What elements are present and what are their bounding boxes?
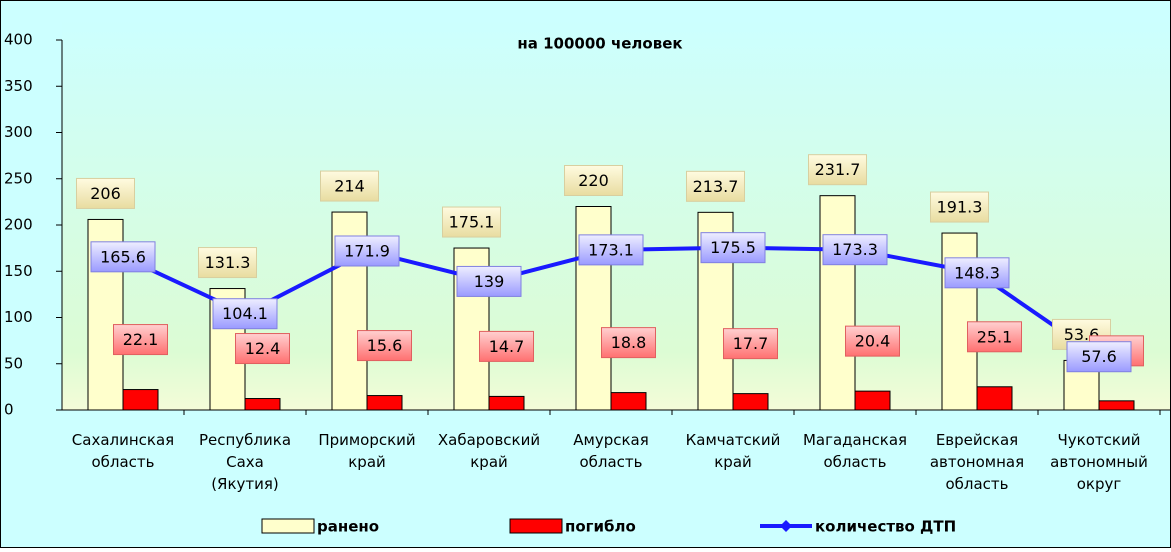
data-label: 148.3: [954, 263, 1000, 282]
label-box: [198, 247, 257, 279]
x-tick-label: Сахалинская область: [72, 431, 174, 471]
y-tick-label: 0: [4, 401, 14, 419]
x-tick-label: Чукотский автономный округ: [1050, 431, 1148, 493]
y-tick-label: 100: [4, 308, 33, 326]
data-label: 165.6: [100, 247, 146, 266]
x-tick-label: Республика Саха (Якутия): [199, 431, 291, 493]
data-label: 206: [90, 184, 121, 203]
y-tick-label: 350: [4, 77, 33, 95]
data-label: 15.6: [367, 336, 403, 355]
bar: [1098, 400, 1135, 411]
x-tick-label: Магаданская область: [803, 431, 907, 471]
data-label: 12.4: [245, 339, 281, 358]
x-tick-label: Еврейская автономная область: [930, 431, 1024, 493]
label-box: [944, 257, 1010, 289]
x-tick-label: Камчатский край: [686, 431, 781, 471]
label-box: [235, 333, 290, 365]
x-tick-label: Амурская область: [573, 431, 649, 471]
bar: [244, 398, 281, 411]
data-label: 139: [474, 272, 505, 291]
data-label: 220: [578, 171, 609, 190]
label-box: [808, 154, 867, 186]
y-tick-label: 50: [4, 354, 23, 372]
label-box: [334, 235, 400, 267]
label-box: [113, 324, 168, 356]
bar: [976, 386, 1013, 411]
label-box: [1066, 341, 1132, 373]
bar: [488, 395, 525, 411]
data-label: 104.1: [222, 304, 268, 323]
data-label: 214: [334, 177, 365, 196]
data-label: 20.4: [855, 332, 891, 351]
legend-label: количество ДТП: [815, 518, 956, 536]
label-box: [357, 330, 412, 362]
label-box: [845, 325, 900, 357]
label-box: [320, 170, 379, 202]
label-box: [700, 232, 766, 264]
legend-marker: [780, 520, 792, 532]
label-box: [723, 328, 778, 360]
data-label: 171.9: [344, 241, 390, 260]
legend-swatch: [261, 518, 315, 534]
label-box: [456, 265, 522, 297]
bar: [610, 392, 647, 411]
data-label: 191.3: [937, 198, 983, 217]
data-label: 173.3: [832, 240, 878, 259]
data-label: 175.1: [449, 213, 495, 232]
chart-title: на 100000 человек: [517, 35, 682, 53]
bar: [122, 389, 159, 411]
y-tick-label: 400: [4, 31, 33, 49]
label-box: [601, 327, 656, 359]
y-tick-label: 300: [4, 123, 33, 141]
label-box: [822, 234, 888, 266]
data-label: 131.3: [205, 253, 251, 272]
label-box: [564, 165, 623, 196]
label-box: [212, 298, 278, 330]
label-box: [442, 206, 501, 238]
bar: [732, 393, 769, 411]
data-label: 175.5: [710, 238, 756, 257]
data-label: 25.1: [977, 327, 1013, 346]
data-label: 57.6: [1081, 347, 1117, 366]
label-box: [686, 170, 745, 202]
y-tick-label: 150: [4, 262, 33, 280]
legend-label: погибло: [565, 518, 636, 536]
label-box: [578, 234, 644, 266]
data-label: 173.1: [588, 240, 634, 259]
label-box: [76, 177, 135, 209]
label-box: [90, 241, 156, 273]
data-label: 22.1: [123, 330, 159, 349]
plot: 0 50 100 150 200 250 300 350 400 Сахалинская облас…: [4, 31, 1170, 536]
legend-swatch: [509, 518, 563, 534]
bar: [819, 195, 856, 411]
legend-label: ранено: [317, 518, 379, 536]
label-box: [930, 191, 989, 223]
y-tick-label: 250: [4, 169, 33, 187]
x-tick-label: Хабаровский край: [438, 431, 540, 471]
label-box: [479, 330, 534, 362]
bar: [854, 390, 891, 411]
bar: [366, 395, 403, 411]
data-label: 18.8: [611, 333, 647, 352]
data-label: 17.7: [733, 334, 769, 353]
label-box: [967, 321, 1022, 353]
data-label: 14.7: [489, 337, 525, 356]
y-tick-label: 200: [4, 216, 33, 234]
data-label: 231.7: [815, 160, 861, 179]
x-tick-label: Приморский край: [318, 431, 415, 471]
data-label: 213.7: [693, 177, 739, 196]
